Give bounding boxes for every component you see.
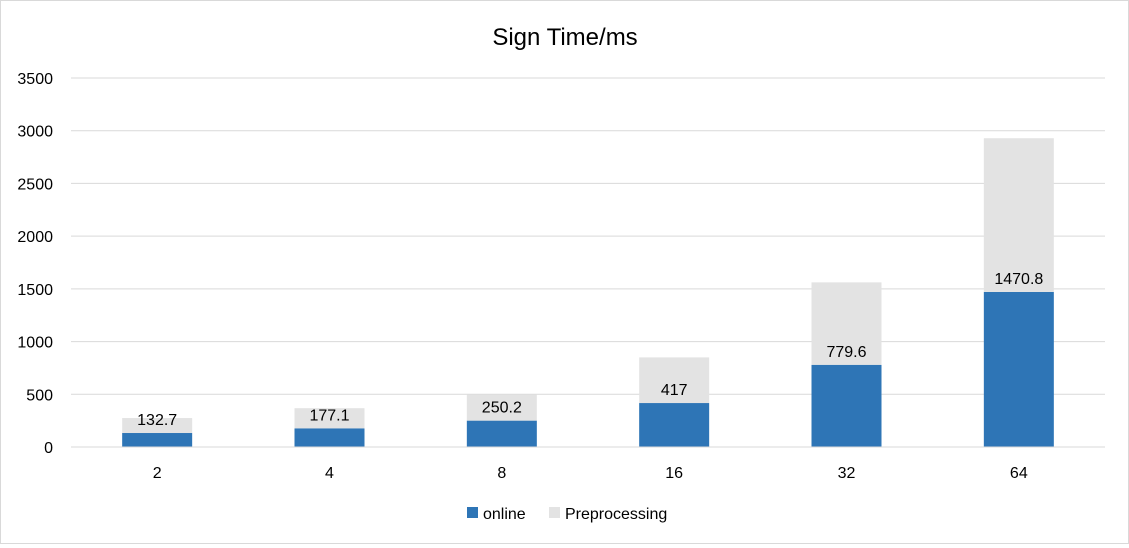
- bar-preprocessing-4: [294, 408, 365, 429]
- bar-online-16: [639, 403, 710, 447]
- y-tick-label-1000: 1000: [17, 335, 53, 352]
- data-label-online-16: 417: [661, 382, 688, 399]
- x-tick-label-32: 32: [838, 465, 856, 482]
- legend-label-preprocessing: Preprocessing: [565, 506, 667, 523]
- bar-online-4: [294, 428, 365, 447]
- bars: 132.7 177.1 250.2 417 779.6 1470.8: [122, 138, 1054, 447]
- bar-preprocessing-2: [122, 418, 193, 434]
- legend-swatch-preprocessing: [549, 507, 560, 518]
- x-tick-label-8: 8: [497, 465, 506, 482]
- y-tick-label-2000: 2000: [17, 229, 53, 246]
- bar-online-64: [983, 291, 1054, 447]
- chart-title: Sign Time/ms: [492, 24, 637, 51]
- y-tick-label-1500: 1500: [17, 282, 53, 299]
- bar-preprocessing-16: [639, 357, 710, 404]
- bar-preprocessing-64: [983, 138, 1054, 292]
- bar-online-8: [466, 420, 537, 447]
- data-label-online-2: 132.7: [137, 412, 177, 429]
- gridlines: [71, 77, 1105, 448]
- x-tick-label-64: 64: [1010, 465, 1028, 482]
- legend-swatch-online: [467, 507, 478, 518]
- bar-online-2: [122, 433, 193, 447]
- x-tick-label-4: 4: [325, 465, 334, 482]
- y-tick-label-3000: 3000: [17, 124, 53, 141]
- data-label-online-8: 250.2: [482, 400, 522, 417]
- x-tick-label-2: 2: [153, 465, 162, 482]
- data-label-online-32: 779.6: [826, 344, 866, 361]
- y-tick-label-0: 0: [44, 440, 53, 457]
- y-tick-label-2500: 2500: [17, 176, 53, 193]
- y-axis: 0 500 1000 1500 2000 2500 3000 3500: [17, 71, 53, 457]
- bar-online-32: [811, 364, 882, 447]
- bar-preprocessing-8: [466, 394, 537, 421]
- data-label-online-64: 1470.8: [994, 271, 1043, 288]
- x-axis: 2 4 8 16 32 64: [71, 446, 1105, 482]
- legend: online Preprocessing: [467, 506, 667, 523]
- y-tick-label-500: 500: [26, 387, 53, 404]
- y-tick-label-3500: 3500: [17, 71, 53, 88]
- legend-label-online: online: [483, 506, 526, 523]
- bar-preprocessing-32: [811, 282, 882, 365]
- x-tick-label-16: 16: [665, 465, 683, 482]
- data-label-online-4: 177.1: [309, 407, 349, 424]
